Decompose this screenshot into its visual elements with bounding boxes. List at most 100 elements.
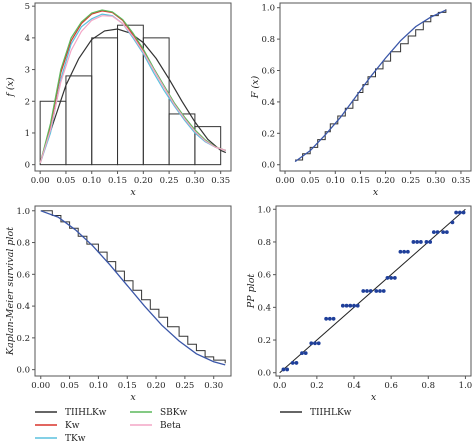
pp-point <box>415 240 420 244</box>
panel-2-ytick-label: 0.6 <box>261 67 275 77</box>
pp-point <box>324 316 329 321</box>
panel-2-xtick-label: 0.25 <box>401 176 420 186</box>
panel-4-xtick-label: 1.0 <box>459 381 473 391</box>
panel-1-xtick-label: 0.00 <box>31 176 50 186</box>
panel-3-xtick-label: 0.00 <box>31 381 50 391</box>
pp-point <box>441 230 446 235</box>
density-curve-beta <box>39 15 226 164</box>
panel-2-xtick-label: 0.15 <box>351 176 370 186</box>
histogram-bar <box>194 126 222 166</box>
panel-4-ytick-label: 0.6 <box>257 271 271 281</box>
pp-point <box>385 276 390 280</box>
pp-point <box>361 289 366 293</box>
pp-point <box>344 303 349 308</box>
pp-point <box>450 220 455 225</box>
pp-point <box>303 351 308 356</box>
panel-2-xtick-label: 0.00 <box>276 176 295 186</box>
pp-point <box>281 367 286 372</box>
panel-2-xtick-label: 0.35 <box>451 176 470 186</box>
panel-4-ytick-label: 0.4 <box>257 303 271 313</box>
panel-4-ylabel: PP plot <box>246 274 257 310</box>
panel-3-ytick-label: 0.8 <box>16 239 30 249</box>
pp-point <box>405 249 410 254</box>
panel-1-ytick-label: 2 <box>25 97 30 107</box>
pp-point <box>316 341 321 346</box>
pp-point <box>352 303 356 308</box>
panel-2-ytick-label: 0.0 <box>261 161 275 171</box>
panel-4-xtick-label: 0.0 <box>273 381 287 391</box>
panel-4-xtick-label: 0.4 <box>347 381 361 391</box>
panel-3-ytick-label: 1.0 <box>16 207 30 217</box>
panel-2-ytick-label: 0.8 <box>261 35 275 45</box>
pp-point <box>290 361 295 365</box>
panel-1-xtick-label: 0.35 <box>211 176 230 186</box>
panel-4-frame <box>275 205 472 377</box>
panel-4-xlabel: x <box>371 392 377 403</box>
panel-1-xtick-label: 0.15 <box>108 176 127 186</box>
panel-3-ytick-label: 0.2 <box>16 334 30 344</box>
panel-1-ytick-label: 5 <box>25 2 30 12</box>
pp-point <box>381 289 386 293</box>
empirical-cdf-step <box>295 9 447 161</box>
panel-2-frame <box>279 2 472 172</box>
panel-2-ytick-label: 0.4 <box>261 98 275 108</box>
histogram-bar <box>65 75 93 166</box>
pp-point <box>313 341 317 346</box>
panel-2-ytick-label: 0.2 <box>261 129 275 139</box>
legend-label-tkw: TKw <box>65 434 86 444</box>
pp-point <box>454 210 459 215</box>
panel-1-ytick-label: 0 <box>25 161 30 171</box>
panel-1-xtick-label: 0.10 <box>82 176 101 186</box>
pp-point <box>331 316 336 321</box>
legend-label-sbkw: SBKw <box>160 408 188 418</box>
legend-label-tiihlkw: TIIHLKw <box>65 408 107 418</box>
pp-point <box>309 341 314 346</box>
panel-3-xtick-label: 0.05 <box>60 381 79 391</box>
panel-1-xtick-label: 0.20 <box>134 176 153 186</box>
pp-point <box>411 240 416 244</box>
panel-1-ylabel: f (x) <box>5 77 16 98</box>
panel-2-ylabel: F (x) <box>250 76 261 100</box>
panel-3-ytick-label: 0.6 <box>16 270 30 280</box>
panel-3-xtick-label: 0.10 <box>89 381 108 391</box>
panel-4-ytick-label: 0.0 <box>257 369 271 379</box>
histogram-bar <box>142 37 170 166</box>
pp-point <box>457 210 462 215</box>
pp-point <box>300 351 304 356</box>
pp-point <box>348 303 353 308</box>
pp-point <box>398 249 403 254</box>
pp-point <box>374 289 379 293</box>
legend-label-right-tiihlkw: TIIHLKw <box>310 408 352 418</box>
density-curve-tiihlkw <box>39 28 227 164</box>
histogram-bar <box>91 37 119 166</box>
panel-2-xtick-label: 0.30 <box>426 176 445 186</box>
pp-point <box>392 276 397 280</box>
panel-2-xtick-label: 0.05 <box>301 176 320 186</box>
pp-point <box>389 276 394 280</box>
panel-1-ytick-label: 3 <box>25 66 30 76</box>
panel-3-ytick-label: 0.4 <box>16 302 30 312</box>
pp-point <box>435 230 440 235</box>
pp-point <box>285 367 290 372</box>
panel-3-xtick-label: 0.15 <box>118 381 137 391</box>
pp-point <box>444 230 449 235</box>
panel-2-xtick-label: 0.10 <box>326 176 345 186</box>
panel-3-xlabel: x <box>130 392 136 403</box>
panel-4-xtick-label: 0.2 <box>310 381 324 391</box>
panel-1-ytick-label: 1 <box>25 129 30 139</box>
panel-4-ytick-label: 0.2 <box>257 336 271 346</box>
pp-point <box>402 249 407 254</box>
panel-1-frame <box>34 2 232 172</box>
legend-label-beta: Beta <box>160 421 182 431</box>
legend-label-kw: Kw <box>65 421 80 431</box>
panel-2-xtick-label: 0.20 <box>376 176 395 186</box>
pp-point <box>431 230 436 235</box>
panel-1-xtick-label: 0.25 <box>160 176 179 186</box>
panel-3-ytick-label: 0.0 <box>16 366 30 376</box>
panel-1-xtick-label: 0.05 <box>56 176 75 186</box>
density-curve-tkw <box>39 13 226 164</box>
panel-3-xtick-label: 0.25 <box>175 381 194 391</box>
panel-3-ylabel: Kaplan-Meier survival plot <box>5 227 16 356</box>
fitted-cdf-line <box>294 9 447 163</box>
